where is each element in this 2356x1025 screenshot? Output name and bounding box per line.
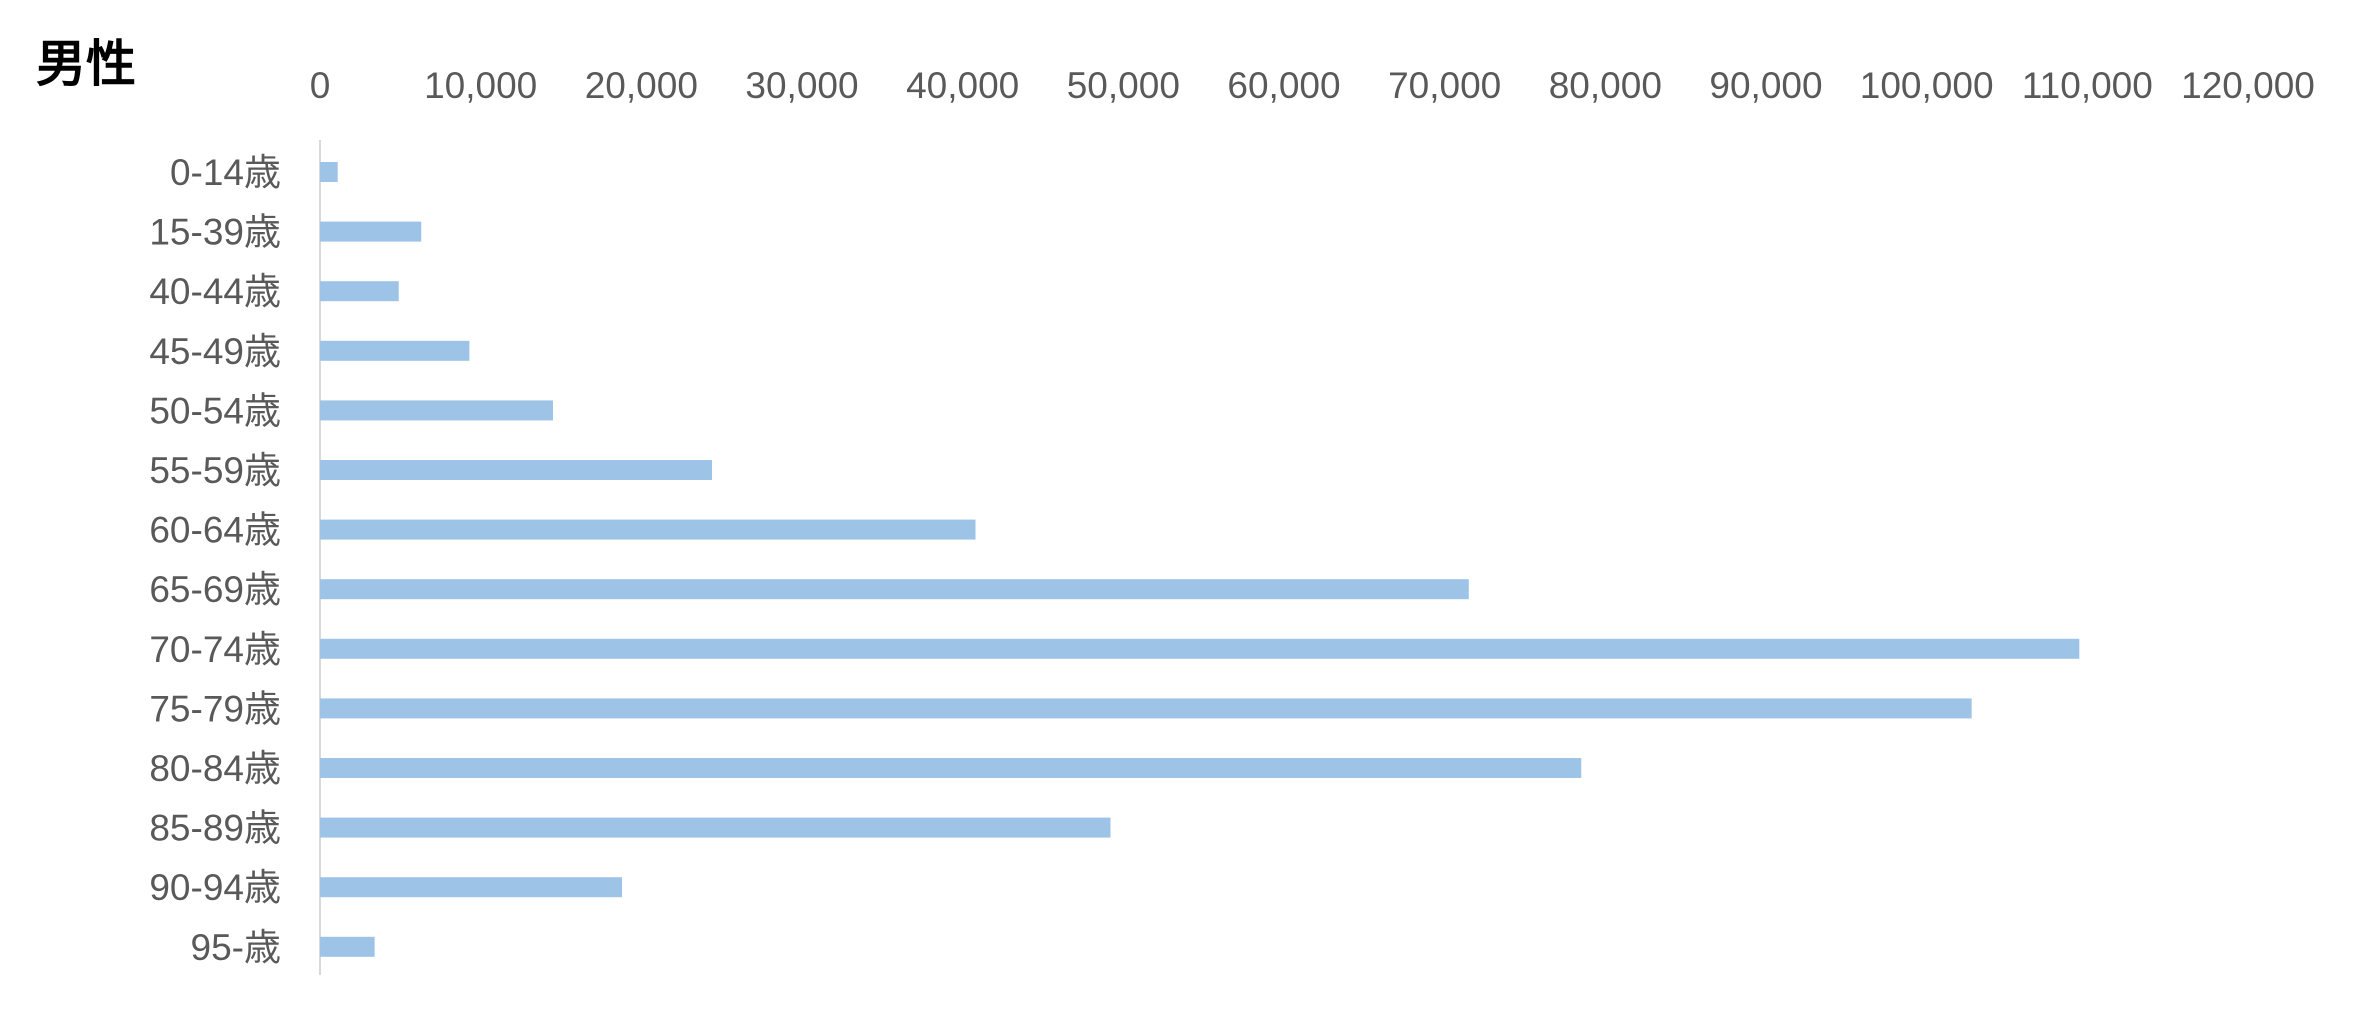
bar xyxy=(320,162,338,182)
bar xyxy=(320,460,713,480)
category-label: 65-69歳 xyxy=(149,569,281,610)
bar xyxy=(320,579,1469,600)
category-label: 50-54歳 xyxy=(149,390,281,431)
bar xyxy=(320,400,553,421)
x-tick-label: 120,000 xyxy=(2181,65,2315,106)
x-tick-label: 10,000 xyxy=(424,65,537,106)
x-tick-label: 90,000 xyxy=(1709,65,1822,106)
bar xyxy=(320,340,470,361)
x-tick-label: 50,000 xyxy=(1067,65,1180,106)
x-axis-ticks: 0 10,000 20,000 30,000 40,000 50,000 60,000 70,… xyxy=(310,65,2315,106)
category-label: 95-歳 xyxy=(191,927,281,968)
bar xyxy=(320,877,623,898)
category-label: 80-84歳 xyxy=(149,748,281,789)
bar xyxy=(320,638,2080,659)
x-tick-label: 110,000 xyxy=(2022,65,2153,106)
category-label: 60-64歳 xyxy=(149,510,281,551)
x-tick-label: 40,000 xyxy=(906,65,1019,106)
category-label: 15-39歳 xyxy=(149,212,281,253)
category-label: 75-79歳 xyxy=(149,688,281,729)
bars xyxy=(320,162,2080,957)
bar xyxy=(320,936,375,957)
category-label: 40-44歳 xyxy=(149,271,281,312)
bar xyxy=(320,758,1582,778)
x-tick-label: 70,000 xyxy=(1388,65,1501,106)
bar xyxy=(320,281,399,302)
category-label: 45-49歳 xyxy=(149,331,281,372)
x-tick-label: 20,000 xyxy=(585,65,698,106)
bar xyxy=(320,817,1111,838)
bar xyxy=(320,519,976,540)
chart-title: 男性 xyxy=(36,35,136,93)
x-tick-label: 60,000 xyxy=(1227,65,1340,106)
x-tick-label: 30,000 xyxy=(745,65,858,106)
category-label: 85-89歳 xyxy=(149,808,281,849)
category-label: 90-94歳 xyxy=(149,867,281,908)
category-label: 0-14歳 xyxy=(170,152,281,193)
bar xyxy=(320,221,422,242)
bar xyxy=(320,698,1972,719)
x-tick-label: 80,000 xyxy=(1549,65,1662,106)
category-labels: 0-14歳 15-39歳 40-44歳 45-49歳 50-54歳 55-59歳 60-64… xyxy=(149,152,281,968)
x-tick-label: 0 xyxy=(310,65,331,106)
category-label: 70-74歳 xyxy=(149,629,281,670)
x-tick-label: 100,000 xyxy=(1860,65,1994,106)
category-label: 55-59歳 xyxy=(149,450,281,491)
